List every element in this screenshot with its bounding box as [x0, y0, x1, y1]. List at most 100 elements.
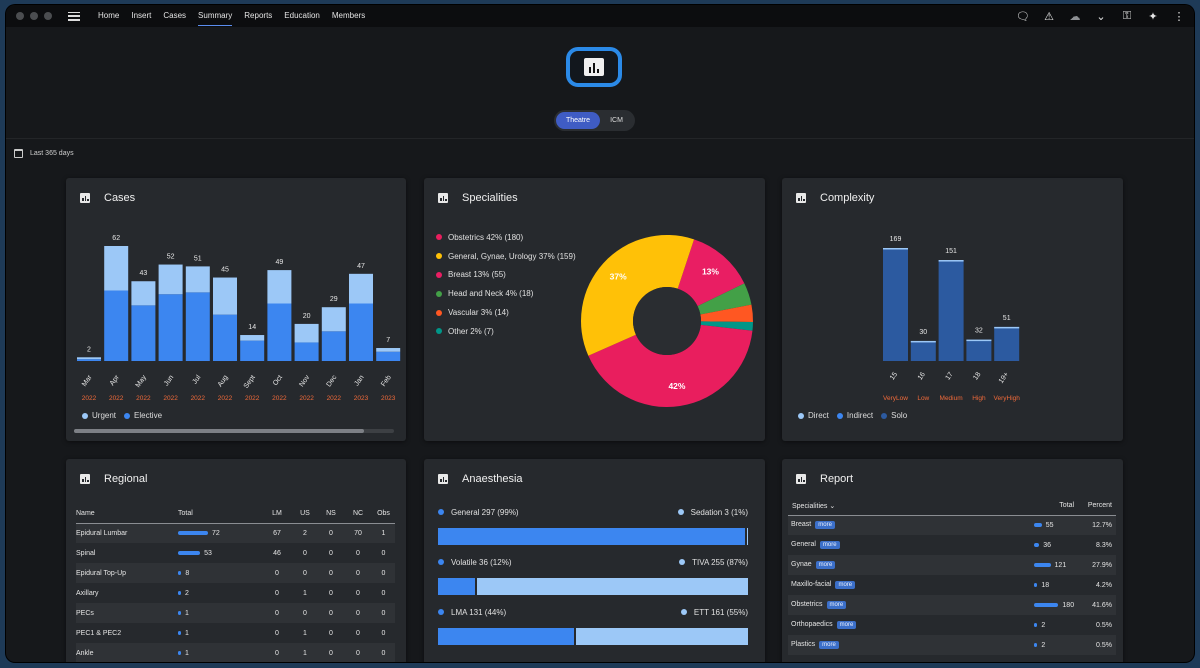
warning-icon[interactable]: ⚠ — [1044, 10, 1054, 23]
bar-elective-jul[interactable] — [185, 292, 210, 361]
pie-slice-other[interactable] — [700, 321, 753, 331]
bar-low[interactable] — [910, 340, 936, 361]
nav-cases[interactable]: Cases — [163, 11, 187, 20]
col-obs[interactable]: Obs — [372, 505, 395, 524]
cloud-icon[interactable]: ☁ — [1069, 10, 1081, 23]
col-nc[interactable]: NC — [344, 505, 372, 524]
bar-urgent-jun[interactable] — [158, 264, 183, 295]
close-window-button[interactable] — [16, 12, 24, 20]
col-total[interactable]: Total — [178, 505, 262, 524]
table-row[interactable]: Obstetrics more 180 41.6% — [788, 595, 1116, 615]
bar-medium[interactable] — [938, 260, 964, 361]
bar-elective-aug[interactable] — [213, 314, 237, 361]
chevron-down-icon[interactable]: ⌄ — [1096, 10, 1106, 23]
bar-elective-oct[interactable] — [267, 303, 292, 362]
bar-veryhigh[interactable] — [994, 326, 1020, 361]
table-row[interactable]: Maxillo-facial more 18 4.2% — [791, 581, 1112, 589]
pie-slice-general-gynae-urology[interactable] — [581, 235, 695, 356]
bar-elective-mar[interactable] — [77, 359, 101, 361]
bar-elective-nov[interactable] — [294, 342, 319, 361]
table-row[interactable]: Breast more 55 12.7% — [788, 515, 1116, 535]
more-button[interactable]: more — [815, 521, 835, 530]
bar-elective-feb[interactable] — [376, 351, 401, 361]
bar-urgent-jul[interactable] — [185, 266, 210, 293]
split-bar[interactable] — [438, 528, 748, 545]
table-row[interactable]: Ankle 1 0 1 0 0 0 — [76, 643, 395, 662]
split-bar[interactable] — [438, 628, 748, 645]
table-row[interactable]: Spinal 53 46 0 0 0 0 — [76, 549, 386, 557]
table-row[interactable]: Epidural Lumbar 72 67 2 0 70 1 — [76, 523, 395, 543]
more-button[interactable]: more — [815, 561, 836, 569]
nav-summary[interactable]: Summary — [192, 5, 238, 27]
bar-urgent-may[interactable] — [131, 281, 156, 306]
minimize-window-button[interactable] — [30, 12, 38, 20]
pie-slice-vascular[interactable] — [700, 304, 753, 323]
bar-urgent-sept[interactable] — [240, 335, 265, 341]
bar-urgent-jan[interactable] — [349, 273, 373, 304]
legend-solo[interactable]: Solo — [881, 411, 907, 420]
col-specialities[interactable]: Specialities ⌄ — [788, 497, 1035, 516]
bar-urgent-aug[interactable] — [213, 277, 237, 315]
legend-item-general[interactable]: General, Gynae, Urology 37% (159) — [436, 247, 576, 266]
nav-insert[interactable]: Insert — [131, 11, 152, 20]
bar-elective-dec[interactable] — [321, 331, 346, 361]
legend-indirect[interactable]: Indirect — [836, 411, 873, 420]
more-vert-icon[interactable]: ⋮ — [1173, 10, 1185, 23]
legend-urgent[interactable]: Urgent — [82, 411, 116, 420]
bar-urgent-apr[interactable] — [104, 246, 129, 291]
legend-item-breast[interactable]: Breast 13% (55) — [436, 266, 576, 285]
nav-reports[interactable]: Reports — [244, 11, 273, 20]
table-row[interactable]: PECs 1 0 0 0 0 0 — [76, 603, 395, 623]
toggle-icm[interactable]: ICM — [610, 117, 623, 124]
nav-education[interactable]: Education — [284, 11, 320, 20]
table-row[interactable]: Axillary 2 0 1 0 0 0 — [76, 589, 386, 597]
horizontal-scrollbar[interactable] — [74, 429, 394, 433]
more-button[interactable]: more — [836, 621, 857, 629]
table-row[interactable]: General more 36 8.3% — [791, 541, 1112, 549]
nav-home[interactable]: Home — [98, 11, 120, 20]
maximize-window-button[interactable] — [44, 12, 52, 20]
bar-elective-sept[interactable] — [240, 340, 265, 361]
legend-item-obstetrics[interactable]: Obstetrics 42% (180) — [436, 228, 576, 247]
col-ns[interactable]: NS — [318, 505, 344, 524]
table-row[interactable]: PEC1 & PEC2 1 0 1 0 0 0 — [76, 629, 386, 637]
key-icon[interactable]: ⚿ — [1122, 9, 1132, 22]
more-button[interactable]: more — [819, 541, 840, 549]
table-row[interactable]: Epidural Top-Up 8 0 0 0 0 0 — [76, 563, 395, 583]
bar-elective-apr[interactable] — [104, 290, 129, 361]
more-button[interactable]: more — [835, 581, 856, 589]
bar-verylow[interactable] — [883, 248, 908, 361]
bar-urgent-feb[interactable] — [376, 348, 401, 352]
more-button[interactable]: more — [826, 601, 847, 609]
menu-icon[interactable] — [68, 11, 80, 21]
nav-members[interactable]: Members — [331, 11, 366, 20]
bar-urgent-nov[interactable] — [294, 323, 319, 343]
table-row[interactable]: Orthopaedics more 2 0.5% — [791, 621, 1112, 629]
col-us[interactable]: US — [292, 505, 318, 524]
pie-slice-breast[interactable] — [677, 239, 745, 307]
more-button[interactable]: more — [819, 641, 839, 649]
legend-elective[interactable]: Elective — [124, 411, 162, 420]
chat-icon[interactable]: 🗨 — [1016, 10, 1030, 23]
legend-item-vascular[interactable]: Vascular 3% (14) — [436, 303, 576, 322]
bar-urgent-mar[interactable] — [77, 357, 101, 360]
table-row[interactable]: Gynae more 121 27.9% — [788, 555, 1116, 575]
date-range-picker[interactable]: Last 365 days — [14, 149, 74, 158]
pie-slice-head-and-neck[interactable] — [697, 283, 752, 315]
col-percent[interactable]: Percent — [1074, 497, 1116, 516]
bar-elective-may[interactable] — [131, 305, 156, 361]
bar-elective-jun[interactable] — [158, 294, 183, 361]
bar-urgent-oct[interactable] — [267, 270, 292, 304]
pie-slice-obstetrics[interactable] — [588, 324, 753, 407]
chevron-down-icon[interactable]: ⌄ — [827, 502, 836, 510]
col-name[interactable]: Name — [76, 505, 178, 524]
puzzle-icon[interactable]: ✦ — [1148, 10, 1158, 23]
table-row[interactable]: Plastics more 2 0.5% — [788, 635, 1116, 655]
col-lm[interactable]: LM — [262, 505, 292, 524]
bar-elective-jan[interactable] — [349, 303, 373, 362]
bar-high[interactable] — [966, 339, 992, 361]
col-total[interactable]: Total — [1034, 497, 1075, 516]
legend-item-head[interactable]: Head and Neck 4% (18) — [436, 284, 576, 303]
legend-item-other[interactable]: Other 2% (7) — [436, 322, 576, 341]
bar-urgent-dec[interactable] — [321, 307, 346, 332]
